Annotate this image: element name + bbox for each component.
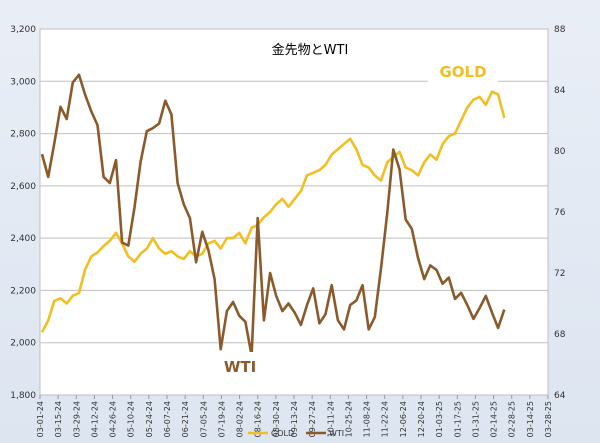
x-tick-label: 06-21-24	[181, 401, 190, 437]
x-tick-label: 03-28-25	[544, 401, 553, 437]
title-box	[254, 37, 366, 61]
y-left-tick-label: 3,000	[10, 77, 36, 87]
y-right-tick-label: 72	[554, 269, 565, 279]
y-left-tick-label: 2,000	[10, 339, 36, 349]
x-tick-label: 11-22-24	[381, 401, 390, 437]
x-tick-label: 09-13-24	[290, 401, 299, 437]
x-tick-label: 09-27-24	[308, 401, 317, 437]
x-tick-label: 03-01-24	[36, 401, 45, 437]
x-tick-label: 02-28-25	[508, 401, 517, 437]
x-tick-label: 03-29-24	[72, 401, 81, 437]
y-right-tick-label: 80	[554, 147, 566, 157]
x-tick-label: 05-24-24	[145, 401, 154, 437]
legend-label-gold: GOLD	[271, 429, 294, 438]
x-tick-label: 02-14-25	[490, 401, 499, 437]
y-left-tick-label: 2,600	[10, 182, 36, 192]
series-line-gold	[40, 90, 506, 333]
gold-series-label: GOLD	[439, 63, 486, 81]
x-tick-label: 12-06-24	[399, 401, 408, 437]
gold-label-box	[428, 57, 498, 83]
wti-series-label: WTI	[224, 358, 256, 376]
y-right-tick-label: 68	[554, 330, 566, 340]
x-tick-label: 05-10-24	[127, 401, 136, 437]
x-tick-label: 07-19-24	[217, 401, 226, 437]
x-tick-label: 04-26-24	[109, 401, 118, 437]
y-left-tick-label: 2,200	[10, 286, 36, 296]
x-tick-label: 03-14-25	[526, 401, 535, 437]
y-left-tick-label: 2,800	[10, 130, 36, 140]
x-tick-label: 04-12-24	[90, 401, 99, 437]
x-tick-label: 08-30-24	[272, 401, 281, 437]
y-right-tick-label: 64	[554, 391, 566, 401]
x-tick-label: 10-25-24	[344, 401, 353, 437]
y-left-tick-label: 3,200	[10, 25, 36, 35]
x-tick-label: 12-20-24	[417, 401, 426, 437]
y-left-tick-label: 1,800	[10, 391, 36, 401]
x-tick-label: 01-03-25	[435, 401, 444, 437]
series-line-wti	[40, 73, 506, 357]
x-tick-label: 01-31-25	[471, 401, 480, 437]
legend-label-wti: WTI	[329, 429, 344, 438]
x-tick-label: 06-07-24	[163, 401, 172, 437]
x-tick-label: 10-11-24	[326, 401, 335, 437]
x-tick-label: 01-17-25	[453, 401, 462, 437]
y-right-tick-label: 88	[554, 25, 566, 35]
x-tick-label: 03-15-24	[54, 401, 63, 437]
y-right-tick-label: 84	[554, 86, 566, 96]
x-tick-label: 08-16-24	[254, 401, 263, 437]
x-tick-label: 11-08-24	[363, 401, 372, 437]
x-tick-label: 07-05-24	[199, 401, 208, 437]
plot-area	[39, 28, 549, 396]
y-left-tick-label: 2,400	[10, 234, 36, 244]
y-right-tick-label: 76	[554, 208, 566, 218]
chart-title: 金先物とWTI	[272, 42, 349, 58]
wti-label-box	[213, 352, 267, 378]
x-tick-label: 08-02-24	[236, 401, 245, 437]
